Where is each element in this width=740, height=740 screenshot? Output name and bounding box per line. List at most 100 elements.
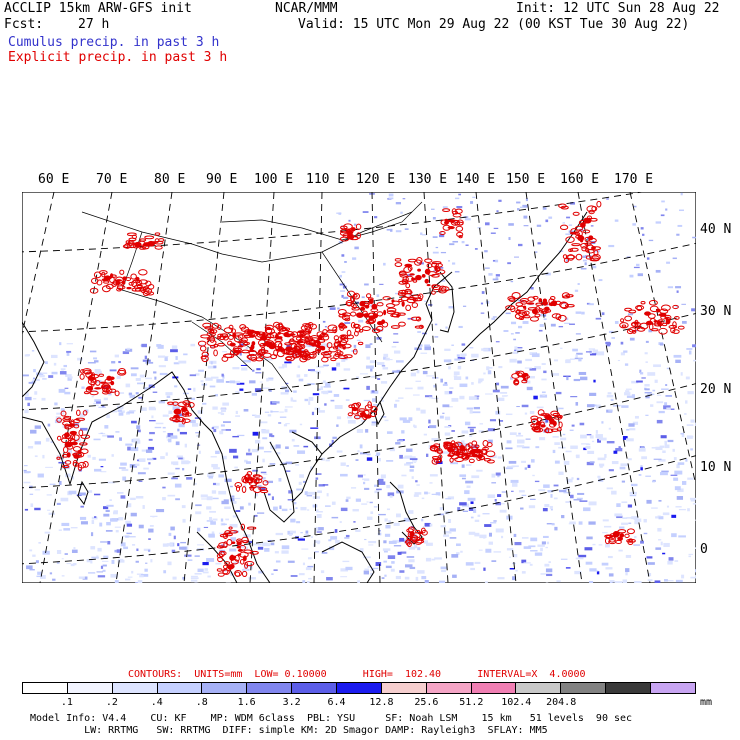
explicit-precip-contour bbox=[201, 351, 209, 358]
cumulus-precip-cell bbox=[550, 494, 553, 498]
cumulus-precip-cell bbox=[90, 532, 94, 537]
cumulus-precip-cell bbox=[406, 448, 413, 452]
cumulus-precip-cell bbox=[81, 418, 86, 421]
cumulus-precip-cell bbox=[555, 391, 562, 395]
cumulus-precip-cell bbox=[413, 544, 418, 549]
graticule-line bbox=[22, 192, 55, 337]
cumulus-precip-cell bbox=[395, 230, 402, 233]
cumulus-precip-cell bbox=[512, 576, 517, 581]
explicit-precip-contour bbox=[535, 302, 543, 306]
cumulus-precip-cell bbox=[175, 467, 180, 470]
cumulus-precip-cell bbox=[417, 386, 424, 390]
explicit-precip-core bbox=[275, 348, 280, 352]
cumulus-precip-cell bbox=[491, 482, 497, 484]
cumulus-precip-cell bbox=[328, 539, 332, 542]
cumulus-precip-cell bbox=[595, 404, 601, 409]
cumulus-precip-cell bbox=[582, 255, 588, 258]
explicit-precip-contour bbox=[515, 371, 520, 375]
cumulus-precip-cell bbox=[431, 437, 439, 441]
explicit-precip-contour bbox=[651, 328, 659, 332]
cumulus-precip-cell bbox=[529, 376, 535, 379]
colorbar-tick-label: 6.4 bbox=[327, 697, 346, 708]
explicit-precip-contour bbox=[138, 279, 149, 285]
cumulus-precip-cell bbox=[468, 531, 476, 535]
cumulus-precip-cell bbox=[608, 469, 614, 472]
cumulus-precip-cell bbox=[516, 349, 522, 352]
cumulus-precip-cell bbox=[127, 576, 133, 578]
explicit-precip-contour bbox=[431, 284, 439, 289]
cumulus-precip-cell bbox=[133, 438, 140, 443]
cumulus-precip-cell bbox=[625, 571, 628, 576]
explicit-precip-core bbox=[297, 330, 306, 334]
explicit-precip-core bbox=[122, 276, 127, 281]
cumulus-precip-cell bbox=[592, 265, 597, 269]
cumulus-precip-cell bbox=[690, 448, 693, 451]
cumulus-precip-cell bbox=[402, 456, 411, 459]
explicit-precip-core bbox=[409, 536, 413, 541]
cumulus-precip-cell bbox=[423, 540, 429, 544]
cumulus-precip-cell bbox=[538, 489, 546, 492]
cumulus-precip-cell bbox=[101, 560, 109, 562]
cumulus-precip-cell bbox=[426, 542, 433, 546]
cumulus-precip-cell bbox=[233, 561, 241, 564]
explicit-precip-core bbox=[87, 385, 94, 391]
cumulus-precip-cell bbox=[284, 408, 288, 413]
cumulus-precip-cell bbox=[283, 424, 288, 427]
explicit-precip-core bbox=[242, 555, 247, 562]
explicit-precip-contour bbox=[217, 324, 222, 330]
cumulus-precip-cell bbox=[275, 532, 283, 536]
cumulus-precip-cell bbox=[459, 395, 465, 400]
explicit-precip-core bbox=[351, 227, 356, 232]
cumulus-precip-cell bbox=[624, 363, 629, 366]
cumulus-precip-cell bbox=[361, 296, 365, 299]
cumulus-precip-cell bbox=[487, 494, 496, 499]
explicit-precip-core bbox=[251, 341, 256, 346]
cumulus-precip-cell bbox=[182, 467, 185, 471]
cumulus-precip-cell bbox=[22, 374, 29, 377]
cumulus-precip-cell bbox=[381, 577, 385, 579]
cumulus-precip-cell bbox=[620, 352, 625, 356]
cumulus-precip-cell bbox=[449, 528, 456, 532]
cumulus-precip-cell bbox=[179, 546, 187, 550]
explicit-precip-contour bbox=[300, 351, 307, 359]
cumulus-precip-cell bbox=[629, 494, 637, 497]
explicit-precip-contour bbox=[442, 208, 451, 213]
cumulus-precip-cell bbox=[380, 381, 388, 384]
cumulus-precip-cell bbox=[47, 423, 51, 427]
cumulus-precip-cell bbox=[448, 260, 451, 262]
cumulus-precip-cell bbox=[336, 362, 340, 367]
cumulus-precip-cell bbox=[602, 532, 608, 534]
cumulus-precip-cell bbox=[547, 490, 553, 493]
cumulus-precip-cell bbox=[315, 511, 323, 513]
cumulus-precip-cell bbox=[665, 208, 668, 211]
explicit-precip-contour bbox=[344, 317, 351, 322]
cumulus-precip-cell bbox=[432, 236, 438, 238]
cumulus-precip-cell bbox=[647, 572, 652, 577]
explicit-precip-contour bbox=[624, 533, 630, 539]
cumulus-precip-cell bbox=[175, 498, 180, 501]
cumulus-precip-cell bbox=[677, 462, 685, 465]
cumulus-precip-cell bbox=[522, 204, 528, 208]
cumulus-precip-cell bbox=[315, 527, 320, 531]
cumulus-precip-cell bbox=[66, 350, 72, 353]
explicit-precip-core bbox=[237, 553, 242, 556]
cumulus-precip-cell bbox=[521, 571, 526, 574]
cumulus-precip-cell bbox=[302, 562, 306, 566]
cumulus-precip-cell bbox=[460, 550, 463, 553]
cumulus-precip-cell bbox=[347, 419, 356, 424]
cumulus-precip-cell bbox=[614, 320, 619, 324]
cumulus-precip-cell bbox=[343, 296, 349, 299]
cumulus-precip-cell bbox=[664, 444, 670, 449]
explicit-precip-contour bbox=[73, 418, 81, 424]
cumulus-precip-cell bbox=[521, 404, 529, 408]
explicit-precip-core bbox=[245, 478, 250, 482]
explicit-precip-core bbox=[237, 548, 244, 552]
cumulus-precip-cell bbox=[589, 392, 597, 396]
cumulus-precip-cell bbox=[589, 353, 597, 356]
cumulus-precip-cell bbox=[666, 505, 670, 508]
cumulus-precip-cell bbox=[582, 259, 587, 262]
cumulus-precip-cell bbox=[592, 543, 596, 546]
cumulus-precip-cell bbox=[235, 391, 240, 393]
cumulus-precip-cell bbox=[478, 549, 483, 551]
explicit-precip-contour bbox=[386, 307, 397, 313]
